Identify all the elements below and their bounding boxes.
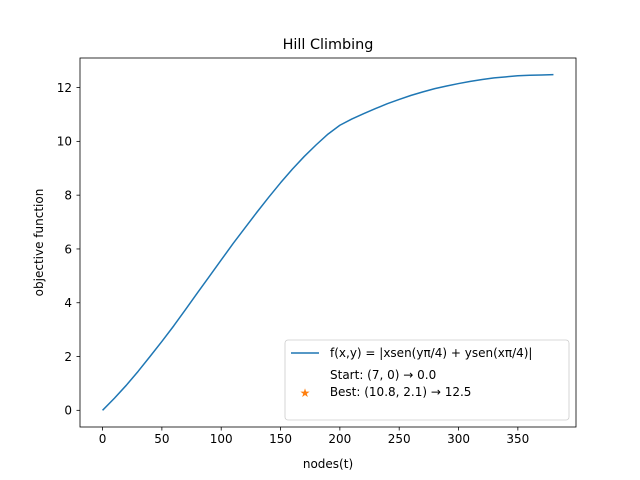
x-tick-label: 0 xyxy=(99,432,107,446)
y-tick-label: 4 xyxy=(64,296,72,310)
y-axis-label: objective function xyxy=(32,189,46,297)
y-tick-label: 8 xyxy=(64,188,72,202)
legend-entry-best: Best: (10.8, 2.1) → 12.5 xyxy=(326,385,471,399)
axes-frame xyxy=(79,57,577,428)
x-axis-ticks: 0 50 100 150 200 250 300 350 xyxy=(99,427,529,446)
y-tick-label: 6 xyxy=(64,242,72,256)
legend-star-marker: ★ xyxy=(300,386,311,400)
legend-entry-series: f(x,y) = |xsen(yπ/4) + ysen(xπ/4)| xyxy=(330,346,532,360)
x-tick-label: 100 xyxy=(210,432,233,446)
x-tick-label: 50 xyxy=(154,432,169,446)
y-axis-ticks: 0 2 4 6 8 10 12 xyxy=(57,81,80,418)
x-tick-label: 200 xyxy=(328,432,351,446)
y-tick-label: 2 xyxy=(64,350,72,364)
x-axis-label: nodes(t) xyxy=(303,457,353,471)
legend: f(x,y) = |xsen(yπ/4) + ysen(xπ/4)| Start… xyxy=(284,339,570,421)
series-layer xyxy=(102,73,554,411)
x-tick-label: 150 xyxy=(269,432,292,446)
x-tick-label: 350 xyxy=(506,432,529,446)
series-line-0 xyxy=(102,73,554,411)
x-tick-label: 300 xyxy=(447,432,470,446)
legend-box xyxy=(284,339,570,421)
x-tick-label: 250 xyxy=(388,432,411,446)
y-tick-label: 10 xyxy=(57,135,72,149)
y-tick-label: 0 xyxy=(64,404,72,418)
y-tick-label: 12 xyxy=(57,81,72,95)
legend-entry-start: Start: (7, 0) → 0.0 xyxy=(330,368,436,382)
plot-area: 0 50 100 150 200 250 300 350 0 2 4 6 8 10 12 xyxy=(57,57,577,446)
chart-title: Hill Climbing xyxy=(283,37,374,53)
